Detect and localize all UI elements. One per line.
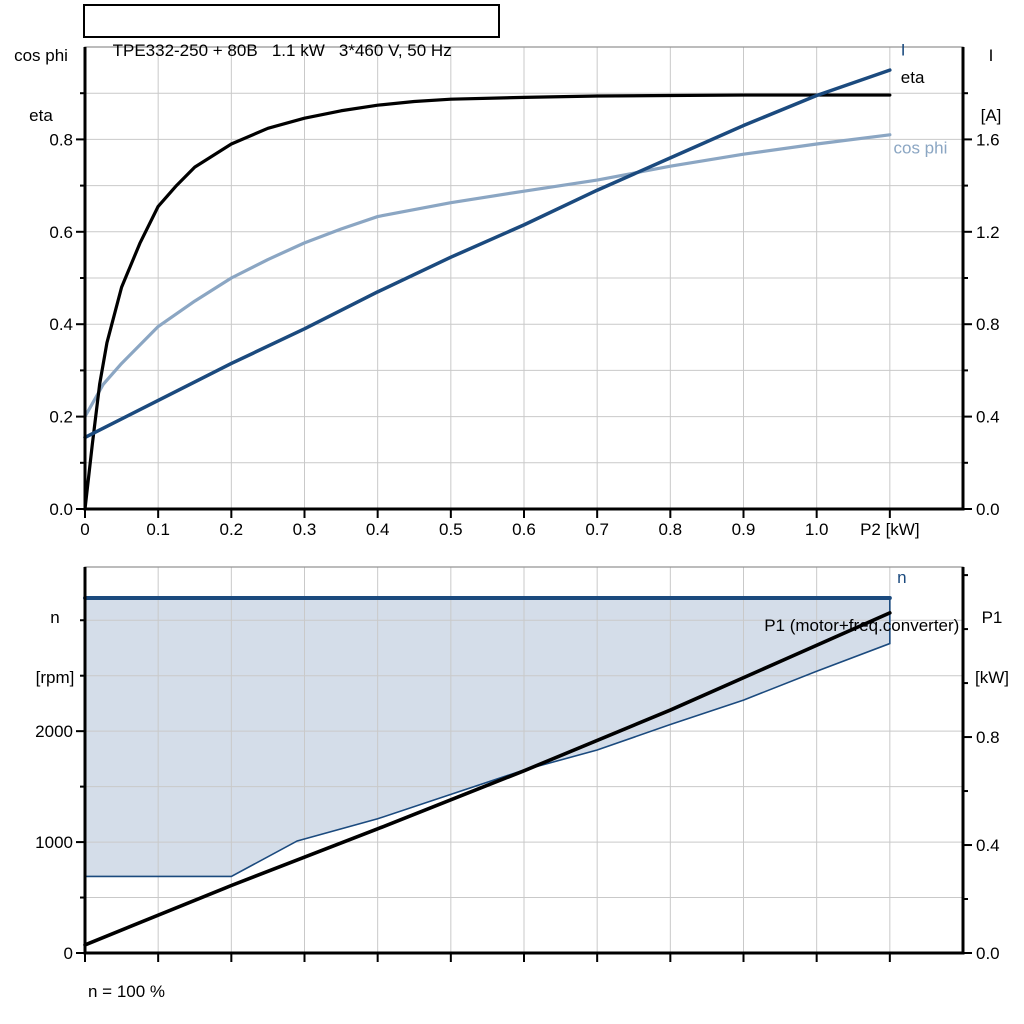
x-tick-label: 0.7 [585, 520, 609, 539]
y-left-tick-label: 0.8 [49, 130, 73, 149]
axes [83, 47, 965, 511]
curve-I [83, 68, 892, 440]
x-tick-label: 0.5 [439, 520, 463, 539]
chart-title: TPE332-250 + 80B 1.1 kW 3*460 V, 50 Hz [112, 41, 452, 60]
curve-label-i: I [901, 40, 906, 59]
left-axis-header-top: cos phi eta [8, 6, 74, 166]
axis-header-cos-phi: cos phi [14, 46, 68, 65]
x-tick-label: 0.9 [732, 520, 756, 539]
y-right-tick-label: 0.0 [976, 500, 1000, 519]
right-axis-header-bottom: P1 [kW] [964, 568, 1020, 728]
chart-electrical: 0.0 0.2 0.4 0.6 0.8 0.0 0.4 0.8 1.2 1.6 0 0.1 0.2 0.3… [49, 40, 999, 539]
curve-P1-motor-freq-converter [83, 611, 892, 947]
gridlines [85, 567, 963, 953]
y-right-tick-label: 0.4 [976, 408, 1000, 427]
y-right-tick-label: 0.8 [976, 728, 1000, 747]
ticks [76, 574, 972, 962]
ticks [76, 92, 972, 518]
x-tick-label: 0.1 [146, 520, 170, 539]
axis-header-p1-unit: [kW] [975, 668, 1009, 687]
axis-header-speed-unit: [rpm] [35, 668, 75, 687]
area-speed-control-range [85, 598, 890, 877]
y-right-tick-label: 1.2 [976, 223, 1000, 242]
area-border-speed-control-range [84, 597, 891, 878]
axis-header-speed: n [50, 608, 60, 627]
y-left-tick-label: 1000 [35, 833, 73, 852]
curve-label-n: n [897, 568, 906, 587]
left-axis-header-bottom: n [rpm] [20, 568, 90, 728]
x-tick-label: 0.3 [293, 520, 317, 539]
gridlines [85, 47, 963, 509]
chart-speed-power: 0 1000 2000 0.0 0.4 0.8 n P1 (motor+freq.conver… [35, 566, 1000, 963]
y-right-tick-label: 0.8 [976, 315, 1000, 334]
x-tick-label: 0.4 [366, 520, 390, 539]
y-left-tick-label: 2000 [35, 722, 73, 741]
speed-annotation: n = 100 % [88, 982, 166, 1001]
curve-label-p1-motor-freq-converter-: P1 (motor+freq.converter) [764, 616, 959, 635]
axis-header-eta: eta [29, 106, 53, 125]
title-box: TPE332-250 + 80B 1.1 kW 3*460 V, 50 Hz [83, 4, 500, 60]
x-tick-label: 0.2 [220, 520, 244, 539]
axis-header-p1: P1 [981, 608, 1003, 627]
y-right-tick-label: 0.4 [976, 836, 1000, 855]
x-tick-label: P2 [kW] [860, 520, 920, 539]
y-right-tick-label: 1.6 [976, 130, 1000, 149]
x-tick-label: 0.6 [512, 520, 536, 539]
curve-label-cos-phi: cos phi [893, 139, 947, 158]
axis-header-current: I [988, 46, 994, 65]
y-left-tick-label: 0 [64, 944, 73, 963]
y-left-tick-label: 0.2 [49, 408, 73, 427]
axes [83, 567, 965, 955]
y-right-tick-label: 0.0 [976, 944, 1000, 963]
y-left-tick-label: 0.6 [49, 223, 73, 242]
y-left-tick-label: 0.4 [49, 315, 73, 334]
x-tick-label: 1.0 [805, 520, 829, 539]
x-tick-label: 0 [80, 520, 89, 539]
x-tick-label: 0.8 [659, 520, 683, 539]
curve-eta [83, 93, 892, 511]
right-axis-header-top: I [A] [965, 6, 1017, 166]
axis-header-current-unit: [A] [980, 106, 1002, 125]
y-left-tick-label: 0.0 [49, 500, 73, 519]
curve-cos-phi [83, 133, 892, 419]
curve-label-eta: eta [901, 68, 925, 87]
